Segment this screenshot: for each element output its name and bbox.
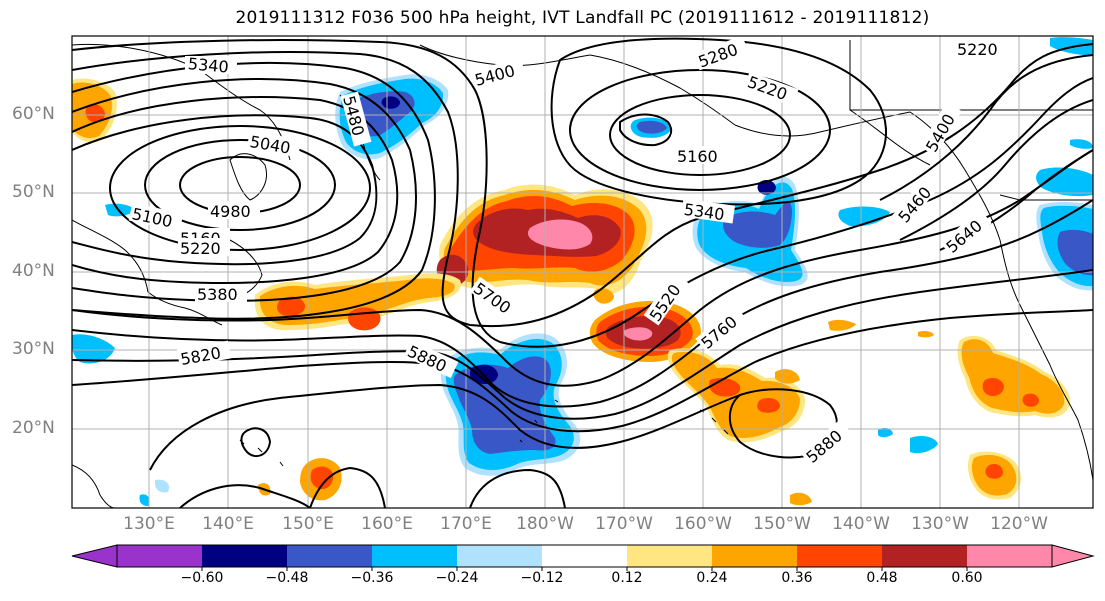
map-title: 2019111312 F036 500 hPa height, IVT Land… [235, 8, 930, 28]
colorbar-segment [117, 545, 202, 567]
ivt-negative-shading [72, 37, 1093, 506]
colorbar-tick-label: 0.48 [866, 570, 898, 586]
lon-label: 170°E [440, 514, 492, 534]
lon-label: 120°W [990, 514, 1048, 534]
lon-label: 150°W [753, 514, 811, 534]
colorbar-tick-label: −0.60 [180, 570, 224, 586]
lon-label: 140°E [202, 514, 254, 534]
colorbar-segment [202, 545, 287, 567]
colorbar-tick-label: −0.48 [265, 570, 309, 586]
colorbar-tick-label: 0.36 [781, 570, 813, 586]
lat-label: 30°N [12, 339, 55, 359]
lat-label: 40°N [12, 261, 55, 281]
contour-label-group: 5340 5400 5280 5220 5220 5160 5040 4980 … [128, 36, 1007, 467]
contour-label: 5380 [197, 285, 238, 304]
colorbar-segment [542, 545, 627, 567]
colorbar-segment [882, 545, 967, 567]
map-panel: 5340 5400 5280 5220 5220 5160 5040 4980 … [72, 36, 1093, 508]
map-border [71, 35, 1094, 509]
contour-label: 5220 [180, 239, 221, 258]
lat-label: 50°N [12, 182, 55, 202]
lon-label: 140°W [832, 514, 890, 534]
colorbar-segment [712, 545, 797, 567]
contour-label: 5340 [187, 54, 229, 76]
lon-label: 130°E [123, 514, 175, 534]
colorbar-segment [967, 545, 1052, 567]
colorbar-tick-label: 0.24 [696, 570, 728, 586]
coastlines [72, 40, 1093, 508]
colorbar-segment [372, 545, 457, 567]
colorbar-tick-label: −0.24 [435, 570, 479, 586]
colorbar-segment [287, 545, 372, 567]
lon-label: 150°E [282, 514, 334, 534]
colorbar-max-arrow [1051, 544, 1095, 568]
contour-label: 5220 [957, 40, 998, 59]
colorbar-tick-label: 0.12 [611, 570, 643, 586]
ivt-positive-shading [72, 78, 1071, 506]
colorbar-segment [627, 545, 712, 567]
colorbar-min-arrow [71, 544, 118, 568]
colorbar-segment [457, 545, 542, 567]
lon-label: 160°W [674, 514, 732, 534]
contour-label: 4980 [210, 202, 251, 221]
colorbar-tick-label: −0.36 [350, 570, 394, 586]
colorbar [71, 544, 1095, 571]
lat-label: 20°N [12, 418, 55, 438]
contour-label: 5160 [677, 147, 718, 166]
lon-label: 180°W [516, 514, 574, 534]
lon-label: 130°W [911, 514, 969, 534]
colorbar-segment [797, 545, 882, 567]
colorbar-tick-label: 0.60 [951, 570, 983, 586]
lon-label: 170°W [595, 514, 653, 534]
colorbar-tick-label: −0.12 [520, 570, 564, 586]
lat-label: 60°N [12, 104, 55, 124]
lon-label: 160°E [361, 514, 413, 534]
